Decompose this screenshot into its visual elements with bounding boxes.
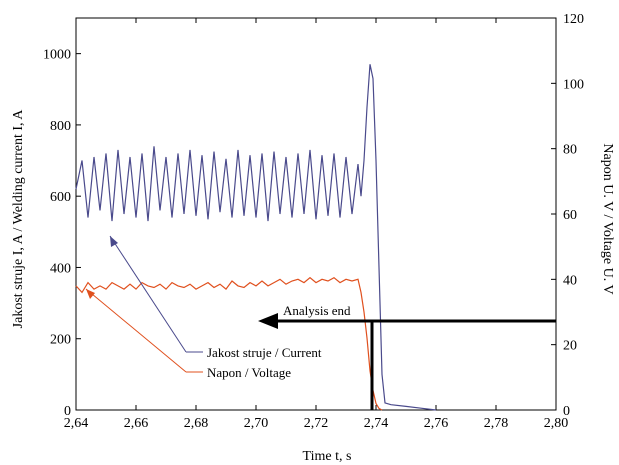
y-left-axis-ticks: 0 200 400 600 800 1000 (43, 48, 81, 419)
y-left-tick-label: 400 (50, 261, 71, 276)
y-left-tick-label: 800 (50, 119, 71, 134)
x-tick-label: 2,70 (244, 416, 269, 431)
y-right-tick-label: 80 (563, 143, 577, 158)
x-tick-label: 2,78 (484, 416, 509, 431)
x-tick-label: 2,64 (64, 416, 89, 431)
current-leader-arrowhead (110, 236, 118, 247)
y-right-tick-label: 0 (563, 404, 570, 419)
voltage-series-line (75, 276, 383, 411)
x-axis-label: Time t, s (303, 449, 352, 464)
analysis-end-label: Analysis end (283, 303, 351, 318)
y-left-tick-label: 200 (50, 333, 71, 348)
y-left-tick-label: 600 (50, 190, 71, 205)
y-right-tick-label: 60 (563, 208, 577, 223)
y-right-tick-label: 40 (563, 273, 577, 288)
series-layer (75, 64, 437, 411)
legend-voltage-label: Napon / Voltage (207, 365, 291, 380)
x-tick-label: 2,74 (364, 416, 389, 431)
y-right-axis-label: Napon U. V / Voltage U. V (600, 143, 615, 294)
voltage-leader-arrowhead (86, 289, 95, 299)
analysis-end-arrowhead (258, 313, 278, 329)
x-tick-label: 2,66 (124, 416, 149, 431)
legend-current-label: Jakost struje / Current (207, 345, 322, 360)
y-left-tick-label: 1000 (43, 48, 71, 63)
current-series-line (75, 64, 437, 411)
y-right-tick-label: 100 (563, 77, 584, 92)
current-leader-arrow-line (109, 235, 187, 353)
y-right-tick-label: 120 (563, 12, 584, 27)
x-tick-label: 2,76 (424, 416, 449, 431)
x-tick-label: 2,68 (184, 416, 209, 431)
voltage-leader-arrow-line (85, 288, 187, 373)
x-axis-ticks: 2,64 2,66 2,68 2,70 2,72 2,74 2,76 2,78 2,80 (64, 18, 569, 431)
x-tick-label: 2,80 (544, 416, 569, 431)
y-left-axis-label: Jakost struje I, A / Welding current I, … (11, 109, 26, 329)
y-left-tick-label: 0 (64, 404, 71, 419)
x-tick-label: 2,72 (304, 416, 329, 431)
y-right-axis-ticks: 0 20 40 60 80 100 120 (551, 12, 584, 419)
y-right-tick-label: 20 (563, 339, 577, 354)
annotation-layer (85, 235, 556, 410)
